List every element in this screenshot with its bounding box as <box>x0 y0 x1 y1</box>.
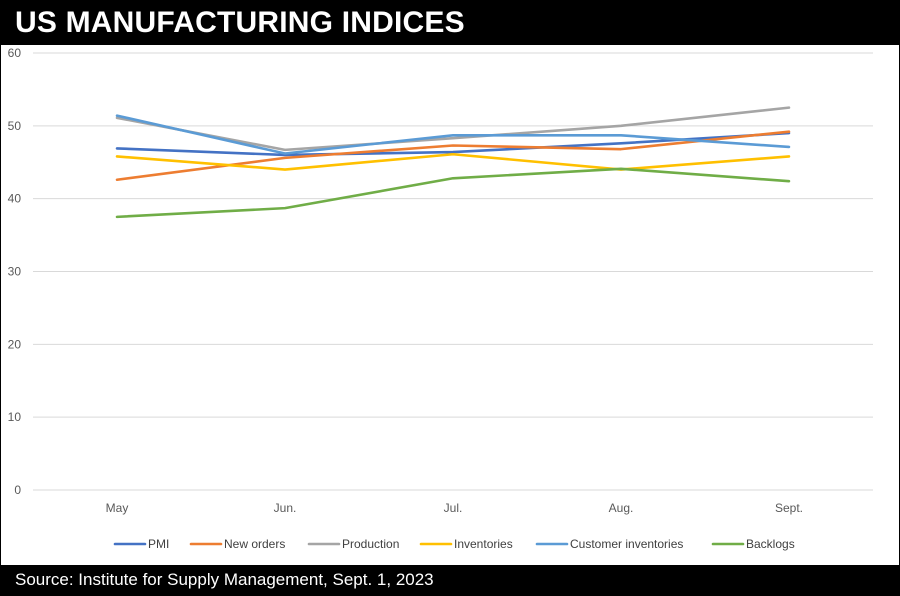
legend-label: New orders <box>224 537 285 551</box>
gridlines <box>33 52 873 491</box>
legend-label: Inventories <box>454 537 513 551</box>
line-chart: 0 10 20 30 40 50 60 May Jun. Jul. Aug. Sept. PMI Ne… <box>8 46 873 551</box>
y-tick-label: 0 <box>14 483 21 497</box>
source-note: Source: Institute for Supply Management,… <box>15 570 434 589</box>
y-tick-label: 50 <box>8 119 22 133</box>
y-axis-ticks: 0 10 20 30 40 50 60 <box>8 46 22 497</box>
legend-label: Production <box>342 537 399 551</box>
x-tick-label: Aug. <box>609 501 634 515</box>
series-line-inventories <box>115 152 791 171</box>
title-bar: US MANUFACTURING INDICES <box>1 1 899 45</box>
legend: PMI New orders Production Inventories Custom… <box>113 537 795 551</box>
y-tick-label: 40 <box>8 192 22 206</box>
y-tick-label: 20 <box>8 337 22 351</box>
series-line-customer-inventories <box>115 114 791 155</box>
y-tick-label: 60 <box>8 46 22 60</box>
x-tick-label: May <box>106 501 129 515</box>
series-line-backlogs <box>115 167 791 219</box>
y-tick-label: 10 <box>8 410 22 424</box>
y-tick-label: 30 <box>8 265 22 279</box>
page-title: US MANUFACTURING INDICES <box>15 6 465 39</box>
series-line-production <box>115 106 791 152</box>
x-axis-ticks: May Jun. Jul. Aug. Sept. <box>106 501 803 515</box>
legend-label: PMI <box>148 537 169 551</box>
series-lines <box>115 106 791 219</box>
source-bar: Source: Institute for Supply Management,… <box>1 565 899 595</box>
x-tick-label: Sept. <box>775 501 803 515</box>
legend-label: Customer inventories <box>570 537 683 551</box>
x-tick-label: Jul. <box>444 501 463 515</box>
x-tick-label: Jun. <box>274 501 297 515</box>
legend-label: Backlogs <box>746 537 795 551</box>
